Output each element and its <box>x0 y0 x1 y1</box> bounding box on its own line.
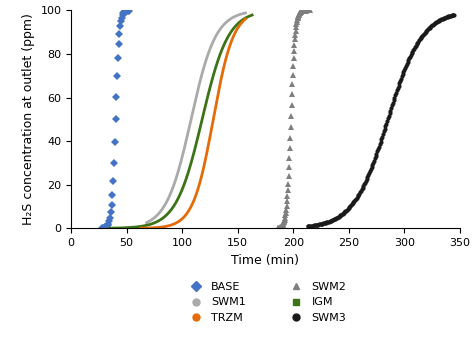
Y-axis label: H₂S concentration at outlet (ppm): H₂S concentration at outlet (ppm) <box>22 13 35 225</box>
X-axis label: Time (min): Time (min) <box>231 254 300 267</box>
Legend: BASE, SWM1, TRZM, SWM2, IGM, SWM3: BASE, SWM1, TRZM, SWM2, IGM, SWM3 <box>184 282 346 323</box>
